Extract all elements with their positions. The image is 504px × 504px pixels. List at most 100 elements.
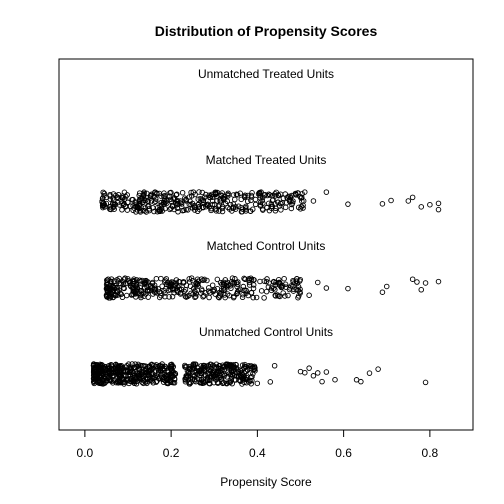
data-point: [199, 370, 205, 377]
data-point: [154, 208, 161, 215]
data-point: [252, 201, 259, 208]
data-point: [208, 373, 215, 380]
x-tick-label: 0.2: [163, 446, 180, 460]
data-point: [319, 378, 325, 385]
data-point: [206, 285, 212, 291]
data-point: [268, 287, 275, 294]
data-point: [273, 189, 279, 196]
x-tick-label: 0.4: [249, 446, 266, 460]
data-point: [130, 291, 137, 297]
data-point: [165, 287, 172, 294]
data-point: [306, 292, 312, 298]
data-point: [140, 207, 147, 214]
data-point: [153, 379, 159, 385]
data-point: [189, 193, 195, 199]
data-point: [182, 287, 189, 293]
data-point: [101, 376, 108, 382]
data-point: [191, 374, 197, 380]
data-point: [409, 194, 416, 201]
data-point: [221, 379, 227, 386]
data-point: [208, 361, 214, 368]
data-point: [154, 191, 160, 197]
data-point: [103, 286, 110, 292]
data-point: [116, 287, 122, 293]
data-point: [435, 206, 442, 213]
group-unmatched-treated-units: Unmatched Treated Units: [198, 67, 334, 81]
data-point: [161, 190, 167, 196]
data-point: [134, 370, 140, 377]
data-point: [244, 198, 251, 205]
data-point: [120, 195, 126, 201]
data-point: [186, 201, 193, 208]
data-point: [224, 365, 231, 371]
data-point: [110, 294, 116, 301]
data-point: [133, 209, 139, 215]
data-point: [183, 197, 189, 203]
data-point: [243, 374, 250, 381]
data-point: [297, 206, 304, 212]
data-point: [232, 276, 238, 282]
group-matched-control-units: Matched Control Units: [103, 239, 442, 301]
data-point: [211, 379, 217, 386]
data-point: [140, 199, 146, 206]
data-point: [170, 196, 176, 202]
x-tick-label: 0.0: [77, 446, 94, 460]
data-point: [248, 289, 255, 296]
data-point: [121, 285, 127, 292]
data-point: [310, 373, 317, 379]
data-point: [388, 197, 394, 204]
data-point: [115, 292, 121, 298]
data-point: [139, 379, 145, 385]
data-point: [209, 371, 215, 377]
data-point: [90, 372, 97, 379]
data-point: [272, 193, 279, 199]
data-point: [118, 373, 125, 380]
data-point: [249, 377, 255, 384]
data-point: [192, 191, 198, 198]
data-point: [147, 193, 154, 199]
data-point: [121, 201, 127, 207]
data-point: [130, 288, 136, 294]
data-point: [248, 197, 254, 204]
x-tick-label: 0.8: [422, 446, 439, 460]
data-point: [132, 283, 139, 289]
data-point: [184, 293, 191, 300]
data-point: [157, 202, 163, 209]
data-point: [174, 205, 181, 212]
data-point: [122, 275, 128, 281]
data-point: [323, 189, 330, 195]
data-point: [278, 207, 284, 213]
data-point: [137, 371, 143, 377]
data-point: [310, 198, 317, 204]
data-point: [209, 198, 216, 204]
data-point: [185, 368, 192, 375]
data-point: [254, 380, 261, 387]
data-point: [409, 276, 416, 282]
data-point: [212, 291, 218, 297]
data-point: [271, 279, 277, 285]
data-point: [151, 208, 157, 215]
data-point: [120, 281, 127, 288]
data-point: [250, 285, 257, 292]
data-point: [279, 283, 286, 289]
x-axis-label: Propensity Score: [220, 475, 312, 489]
data-point: [136, 277, 143, 283]
groups: Unmatched Treated Units Matched Treated U…: [90, 67, 442, 387]
data-point: [138, 287, 145, 294]
data-point: [222, 277, 229, 283]
data-point: [148, 192, 154, 199]
data-point: [151, 289, 158, 295]
data-point: [199, 189, 205, 196]
data-point: [114, 362, 120, 369]
data-point: [206, 294, 212, 301]
data-point: [100, 200, 106, 207]
data-point: [196, 189, 202, 195]
data-point: [284, 194, 290, 201]
data-point: [213, 371, 219, 378]
data-point: [201, 276, 208, 283]
data-point: [366, 370, 373, 376]
data-point: [178, 201, 185, 207]
data-point: [267, 379, 274, 385]
data-point: [95, 380, 102, 386]
data-point: [189, 277, 196, 284]
